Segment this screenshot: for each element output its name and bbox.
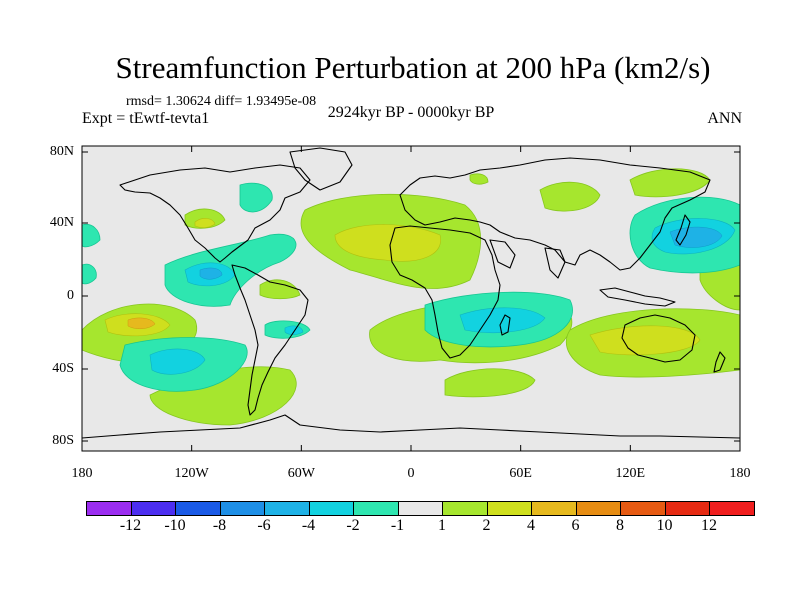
coastline-africa: [389, 225, 501, 359]
colorbar-cell: [486, 501, 532, 516]
lon-label: 120E: [615, 466, 646, 481]
colorbar-label: 2: [482, 517, 491, 534]
lat-label: 80S: [52, 433, 74, 448]
contour-lightgreen-5: [444, 368, 536, 398]
colorbar-label: -10: [164, 517, 186, 534]
colorbar-cell: [175, 501, 221, 516]
coastline-arabia: [489, 239, 516, 269]
contour-lightgreen-12: [469, 173, 489, 185]
contour-yellow-2: [334, 224, 441, 262]
coastline-north-america: [119, 164, 311, 263]
contour-yellow-3: [589, 325, 701, 356]
colorbar-cell: [219, 501, 265, 516]
contour-blue-1: [669, 226, 723, 248]
contour-lightgreen-10: [259, 279, 301, 300]
coastlines: [82, 147, 740, 439]
lat-label: 40N: [49, 215, 74, 230]
stats-text: rmsd= 1.30624 diff= 1.93495e-08: [126, 94, 317, 109]
colorbar-cell: [264, 501, 310, 516]
coastline-india: [544, 247, 566, 279]
coastline-new-zealand: [713, 351, 726, 373]
coastline-indonesia: [599, 287, 676, 307]
coastline-madagascar: [499, 314, 511, 336]
colorbar-cell: [664, 501, 710, 516]
lat-label: 40S: [52, 361, 74, 376]
colorbar-label: 6: [571, 517, 580, 534]
colorbar-label: 4: [527, 517, 535, 534]
colorbar: [86, 501, 755, 516]
coastline-japan: [675, 214, 691, 246]
colorbar-cell: [130, 501, 176, 516]
lat-label: 0: [67, 288, 74, 303]
colorbar-label: -4: [301, 517, 316, 534]
colorbar-cell: [86, 501, 132, 516]
colorbar-cell: [620, 501, 666, 516]
lon-label: 180: [71, 466, 93, 481]
coastline-antarctica: [82, 414, 740, 439]
colorbar-label: 8: [616, 517, 624, 534]
contour-cyan-2: [149, 348, 206, 375]
contour-teal-4: [82, 263, 97, 285]
colorbar-label: -6: [257, 517, 271, 534]
colorbar-label: 10: [656, 517, 673, 534]
contour-yellow-4: [194, 218, 216, 228]
colorbar-label: 12: [701, 517, 717, 534]
lon-label: 180: [729, 466, 751, 481]
colorbar-cell: [442, 501, 488, 516]
colorbar-label: -12: [119, 517, 142, 534]
colorbar-cell: [397, 501, 443, 516]
colorbar-cell: [308, 501, 354, 516]
coastline-australia: [621, 314, 696, 363]
map-ticks: [81, 146, 741, 451]
coastline-greenland: [289, 147, 353, 191]
contour-teal-3: [239, 182, 273, 213]
colorbar-cell: [531, 501, 577, 516]
lon-label: 60E: [509, 466, 532, 481]
colorbar-cell: [353, 501, 399, 516]
colorbar-label: 1: [438, 517, 446, 534]
lon-label: 0: [407, 466, 415, 481]
contour-blue-2: [199, 267, 223, 280]
contour-cyan-5: [284, 325, 304, 335]
colorbar-label: -2: [346, 517, 360, 534]
plot-title: Streamfunction Perturbation at 200 hPa (…: [115, 50, 711, 85]
season-label: ANN: [707, 110, 742, 127]
experiment-label: Expt = tEwtf-tevta1: [82, 110, 210, 127]
contour-lightgreen-7: [539, 181, 601, 212]
lat-label: 80N: [49, 144, 74, 159]
coastline-south-america: [231, 264, 309, 416]
contour-teal-1: [82, 223, 101, 248]
contour-orange-1: [127, 317, 156, 329]
colorbar-label: -1: [390, 517, 405, 534]
period-label: 2924kyr BP - 0000kyr BP: [327, 104, 495, 121]
colorbar-label: -8: [212, 517, 227, 534]
colorbar-cell: [709, 501, 755, 516]
lon-label: 60W: [287, 466, 315, 481]
colorbar-cell: [575, 501, 621, 516]
coastline-eurasia: [399, 157, 711, 271]
lon-label: 120W: [174, 466, 209, 481]
